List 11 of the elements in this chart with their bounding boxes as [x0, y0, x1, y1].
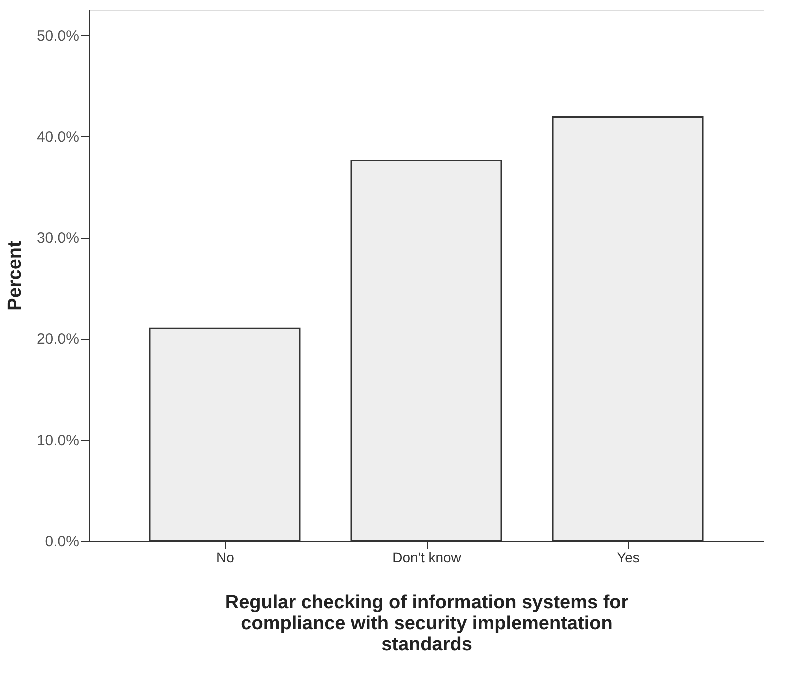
y-tick-label: 20.0%: [36, 331, 80, 348]
x-tick-label: Yes: [617, 550, 640, 566]
y-axis-title: Percent: [4, 240, 26, 311]
y-tick-label: 40.0%: [36, 128, 80, 146]
y-tick-label: 10.0%: [36, 432, 80, 450]
y-tick-label: 30.0%: [36, 230, 80, 248]
x-axis-title: Regular checking of information systems for compliance with security implementation standards: [225, 592, 630, 656]
y-tick-label: 50.0%: [36, 28, 80, 45]
x-tick-label: Don't know: [392, 550, 462, 566]
x-tick-label: No: [216, 550, 235, 566]
y-tick-label: 0.0%: [45, 534, 80, 550]
